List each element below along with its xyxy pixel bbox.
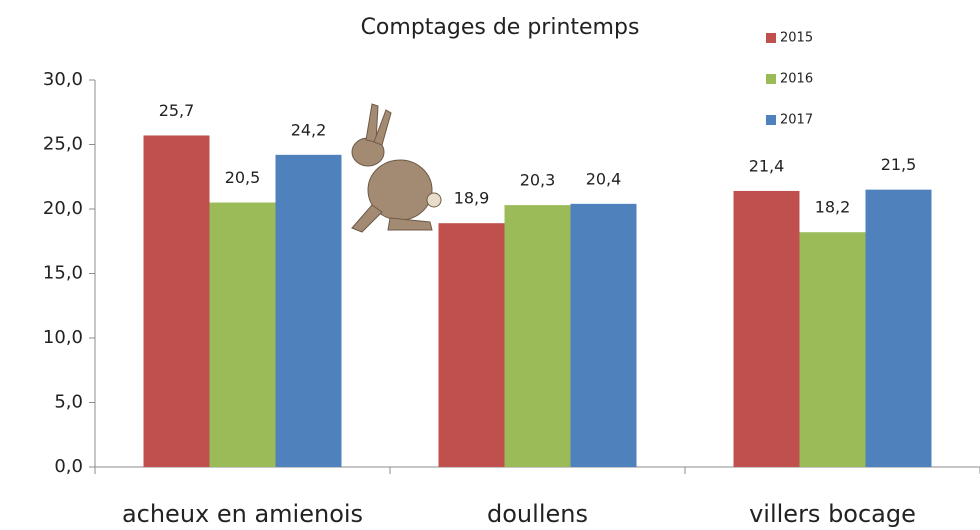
y-tick-label: 20,0: [43, 198, 83, 219]
bar: [799, 232, 866, 467]
bar: [438, 223, 505, 467]
bar: [275, 154, 342, 467]
y-tick-label: 10,0: [43, 327, 83, 348]
bar: [570, 203, 637, 467]
bar: [209, 202, 276, 468]
y-tick-label: 25,0: [43, 134, 83, 155]
y-tick-label: 0,0: [54, 456, 83, 477]
hare-illustration: [351, 103, 442, 233]
x-tick-label: villers bocage: [749, 500, 916, 528]
legend-swatch: [766, 74, 776, 84]
data-label: 24,2: [291, 120, 327, 139]
data-label: 20,3: [520, 171, 556, 190]
chart-title: Comptages de printemps: [361, 15, 640, 40]
data-label: 20,4: [586, 169, 622, 188]
x-tick-label: acheux en amienois: [122, 500, 363, 528]
legend-label: 2016: [780, 72, 813, 87]
y-tick-label: 30,0: [43, 69, 83, 90]
data-label: 21,4: [749, 156, 785, 175]
y-tick-label: 15,0: [43, 263, 83, 284]
bar: [504, 205, 571, 467]
data-label: 18,9: [454, 189, 490, 208]
legend-swatch: [766, 115, 776, 125]
bar: [733, 190, 800, 467]
data-label: 20,5: [225, 168, 261, 187]
bar: [143, 135, 210, 467]
data-label: 18,2: [815, 198, 851, 217]
data-label: 25,7: [159, 101, 195, 120]
legend-label: 2015: [780, 31, 813, 46]
y-tick-label: 5,0: [54, 392, 83, 413]
bar: [865, 189, 932, 467]
legend-label: 2017: [780, 113, 813, 128]
x-tick-label: doullens: [487, 500, 588, 528]
data-label: 21,5: [881, 155, 917, 174]
legend-swatch: [766, 33, 776, 43]
